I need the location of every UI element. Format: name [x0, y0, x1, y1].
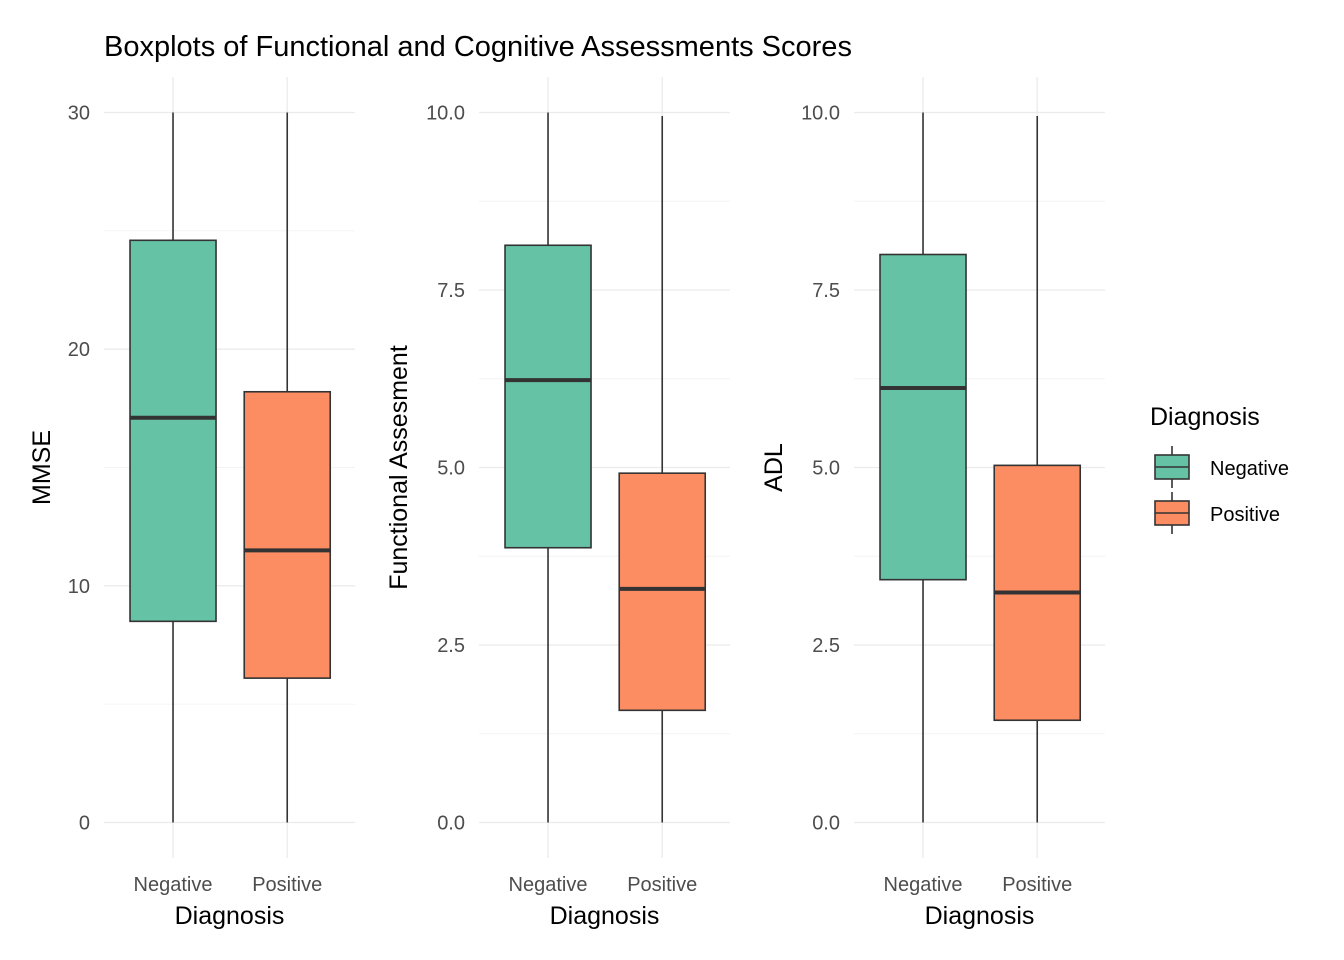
box-negative	[879, 112, 967, 823]
y-tick-label: 0.0	[812, 813, 840, 835]
iqr-box	[243, 390, 332, 679]
plot-title: Boxplots of Functional and Cognitive Ass…	[104, 31, 852, 63]
y-tick-label: 5.0	[812, 458, 840, 480]
x-tick-label: Positive	[252, 874, 322, 896]
box-positive	[243, 112, 332, 823]
x-tick-label: Positive	[1002, 874, 1072, 896]
y-tick-label: 0	[79, 813, 90, 835]
x-tick-label: Negative	[509, 874, 588, 896]
panel-3: 0.0 2.5 5.0 7.5 10.0 Negative Positive Diagnosi…	[760, 77, 1105, 930]
y-tick-label: 5.0	[437, 458, 465, 480]
legend-title: Diagnosis	[1150, 403, 1260, 431]
x-axis-title: Diagnosis	[175, 902, 285, 930]
y-tick-label: 7.5	[812, 280, 840, 302]
x-axis-title: Diagnosis	[925, 902, 1035, 930]
y-axis-title: Functional Assesment	[385, 345, 413, 590]
legend-label: Positive	[1210, 504, 1280, 526]
box-negative	[129, 112, 217, 823]
iqr-box	[129, 239, 217, 623]
legend-items: Negative Positive	[1154, 446, 1289, 534]
y-tick-label: 2.5	[437, 635, 465, 657]
y-tick-label: 30	[68, 103, 90, 125]
iqr-box	[504, 244, 592, 549]
y-tick-label: 0.0	[437, 813, 465, 835]
y-tick-label: 10	[68, 576, 90, 598]
y-axis-title: MMSE	[28, 430, 56, 505]
legend-key-positive: Positive	[1154, 492, 1280, 534]
iqr-box	[618, 472, 707, 712]
panel-1: 0 10 20 30 Negative Positive Diagnosis MMSE	[28, 77, 355, 930]
iqr-box	[879, 253, 967, 581]
legend-label: Negative	[1210, 458, 1289, 480]
legend: Diagnosis Negative Positive	[1150, 403, 1289, 534]
x-tick-label: Negative	[134, 874, 213, 896]
x-tick-label: Negative	[884, 874, 963, 896]
panel-2: 0.0 2.5 5.0 7.5 10.0 Negative Positive Diagnosi…	[385, 77, 730, 930]
box-negative	[504, 112, 592, 823]
y-tick-label: 7.5	[437, 280, 465, 302]
y-axis-title: ADL	[760, 443, 788, 492]
box-positive	[618, 116, 707, 823]
box-positive	[993, 116, 1082, 823]
panels: 0 10 20 30 Negative Positive Diagnosis MMSE 0.0 2…	[28, 77, 1105, 930]
y-tick-label: 10.0	[426, 103, 465, 125]
x-tick-label: Positive	[627, 874, 697, 896]
y-tick-label: 10.0	[801, 103, 840, 125]
x-axis-title: Diagnosis	[550, 902, 660, 930]
y-tick-label: 20	[68, 339, 90, 361]
legend-key-negative: Negative	[1154, 446, 1289, 488]
y-tick-label: 2.5	[812, 635, 840, 657]
